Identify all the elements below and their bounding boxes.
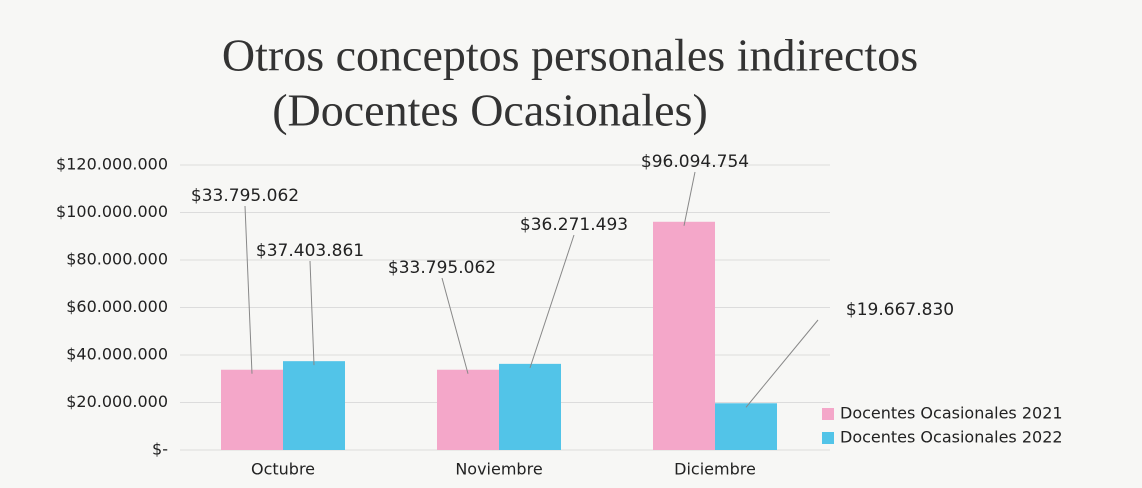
bar (653, 221, 715, 450)
leader-line (683, 171, 696, 226)
y-tick-label: $100.000.000 (56, 202, 168, 221)
data-label: $37.403.861 (256, 241, 364, 261)
x-tick-label: Noviembre (455, 460, 542, 479)
x-tick-label: Octubre (251, 460, 315, 479)
leader-line (309, 260, 315, 366)
bar (437, 369, 499, 450)
y-tick-label: $80.000.000 (66, 250, 168, 269)
data-label: $36.271.493 (520, 215, 628, 235)
chart-title: (Docentes Ocasionales) (272, 85, 708, 136)
legend-label: Docentes Ocasionales 2021 (840, 404, 1063, 423)
data-label: $19.667.830 (846, 300, 954, 320)
bar (499, 363, 561, 450)
x-tick-label: Diciembre (674, 460, 756, 479)
data-label: $96.094.754 (641, 152, 749, 172)
y-tick-label: $- (152, 440, 168, 459)
y-tick-label: $60.000.000 (66, 297, 168, 316)
data-label: $33.795.062 (388, 258, 496, 278)
data-label: $33.795.062 (191, 186, 299, 206)
bar (221, 369, 283, 450)
y-tick-label: $20.000.000 (66, 392, 168, 411)
leader-line (244, 205, 253, 374)
bar (715, 403, 777, 450)
legend-swatch (822, 432, 834, 444)
legend-swatch (822, 408, 834, 420)
leader-line (441, 277, 469, 374)
leader-line (529, 234, 575, 369)
chart-title: Otros conceptos personales indirectos (222, 30, 918, 81)
legend-label: Docentes Ocasionales 2022 (840, 428, 1063, 447)
y-tick-label: $120.000.000 (56, 155, 168, 174)
y-tick-label: $40.000.000 (66, 345, 168, 364)
leader-line (745, 319, 819, 408)
bar (283, 361, 345, 450)
